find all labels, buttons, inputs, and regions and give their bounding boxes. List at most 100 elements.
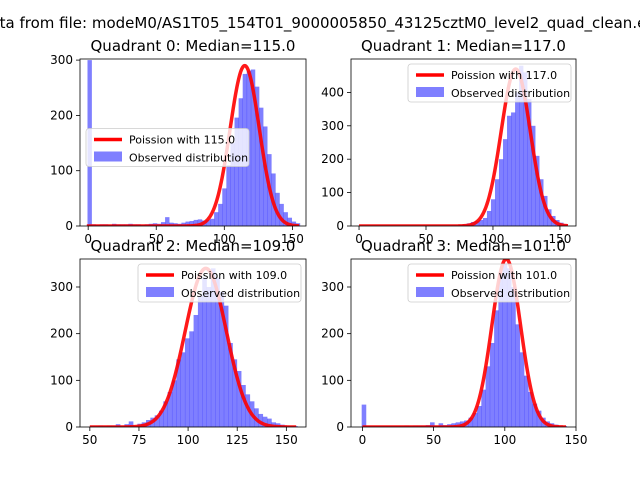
y-tick-label: 400 [321, 85, 344, 99]
x-tick-label: 125 [226, 433, 249, 447]
y-tick-label: 100 [50, 164, 73, 178]
y-tick-label: 200 [321, 327, 344, 341]
y-tick-label: 300 [321, 119, 344, 133]
legend: Poission with 101.0 Observed distribution [407, 263, 572, 303]
histogram-bar [189, 221, 194, 226]
histogram-bar [210, 268, 216, 427]
histogram-bar [468, 417, 474, 427]
y-tick-label: 300 [321, 280, 344, 294]
histogram-bar [524, 375, 529, 427]
y-tick-label: 300 [50, 280, 73, 294]
histogram-bar [481, 389, 486, 427]
histogram-bar [197, 296, 203, 427]
legend-frame [85, 128, 250, 167]
histogram-bar [515, 324, 521, 427]
legend-patch-swatch [94, 151, 122, 162]
x-tick-label: 150 [548, 232, 571, 246]
histogram-bar [228, 343, 233, 427]
legend-label-observed: Observed distribution [451, 287, 570, 300]
histogram-bar [176, 359, 181, 427]
histogram-bar [486, 210, 492, 226]
y-tick-label: 200 [50, 108, 73, 122]
histogram-bar [234, 117, 239, 226]
y-tick-label: 100 [50, 373, 73, 387]
histogram-bar [184, 338, 190, 427]
x-tick-label: 50 [426, 433, 441, 447]
histogram-bar [485, 366, 491, 427]
histogram-bars [89, 268, 298, 427]
figure-suptitle: Data from file: modeM0/AS1T05_154T01_900… [0, 14, 640, 33]
x-tick-label: 75 [131, 433, 146, 447]
histogram-bar [267, 418, 272, 427]
y-tick-label: 200 [50, 327, 73, 341]
histogram-bar [128, 421, 134, 427]
histogram-bar [193, 219, 199, 226]
x-tick-label: 150 [281, 232, 304, 246]
legend: Poission with 117.0 Observed distribution [407, 63, 572, 103]
histogram-bar [262, 416, 268, 427]
histogram-bar [215, 277, 220, 427]
histogram-bar [161, 222, 166, 226]
histogram-bar [519, 352, 525, 427]
histogram-bar [283, 212, 288, 226]
histogram-bar [193, 315, 199, 427]
histogram-bar [219, 291, 225, 427]
histogram-bar [202, 277, 207, 427]
histogram-bar [159, 410, 164, 427]
legend-label-observed: Observed distribution [129, 152, 248, 165]
histogram-bar [258, 413, 264, 427]
y-tick-label: 0 [65, 219, 73, 233]
histogram-bar [539, 179, 544, 226]
histogram-bar [250, 69, 256, 226]
histogram-bar [535, 155, 540, 226]
subplot-title: Quadrant 2: Median=109.0 [91, 237, 296, 255]
histogram-bar [232, 359, 238, 427]
histogram-bar [502, 263, 508, 427]
y-tick-label: 200 [321, 152, 344, 166]
histogram-bar [236, 371, 242, 427]
histogram-bar [498, 273, 503, 427]
histogram-bar [259, 107, 264, 226]
histogram-bar [154, 415, 160, 427]
legend-patch-swatch [416, 287, 444, 297]
histogram-bar [226, 165, 231, 226]
histogram-bar [185, 221, 190, 226]
poisson-fit-line [362, 259, 567, 427]
subplot-quadrant-0: Quadrant 0: Median=115.0 0 50 100 150 0 100 200… [50, 37, 307, 246]
histogram-bar [515, 92, 520, 226]
histogram-bar [218, 203, 223, 226]
histogram-bar [523, 72, 528, 226]
histogram-bar [171, 380, 177, 427]
x-tick-label: 0 [84, 232, 92, 246]
x-tick-label: 0 [359, 433, 367, 447]
histogram-bar [511, 112, 516, 226]
subplot-title: Quadrant 1: Median=117.0 [361, 37, 566, 55]
x-tick-label: 100 [482, 232, 505, 246]
histogram-bar [506, 268, 512, 427]
histogram-bar [531, 125, 536, 226]
legend-label-observed: Observed distribution [181, 287, 300, 300]
histogram-bar [197, 219, 203, 226]
legend-label-fit: Poission with 115.0 [129, 134, 235, 147]
histogram-bar [519, 65, 524, 226]
histogram-bar [489, 343, 495, 427]
histogram-bar [206, 287, 212, 427]
subplot-title: Quadrant 3: Median=101.0 [361, 237, 566, 255]
histogram-bar [167, 392, 173, 427]
x-tick-label: 100 [177, 433, 200, 447]
y-tick-label: 0 [336, 420, 344, 434]
histogram-bar [241, 385, 246, 427]
histogram-bar [430, 422, 435, 427]
legend-frame [407, 263, 572, 303]
legend-label-fit: Poission with 101.0 [451, 269, 557, 282]
histogram-bar [165, 217, 170, 226]
histogram-bar [528, 392, 533, 427]
histogram-bar [536, 410, 542, 427]
subplot-quadrant-3: Quadrant 3: Median=101.0 0 50 100 150 0 100 200… [321, 237, 587, 447]
histogram-bar [438, 423, 444, 427]
x-tick-label: 50 [82, 433, 97, 447]
histogram-bar [511, 287, 516, 427]
axes-frame [350, 258, 577, 428]
histogram-bar [189, 331, 194, 427]
